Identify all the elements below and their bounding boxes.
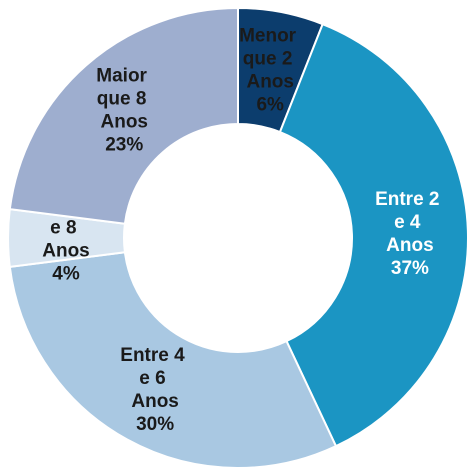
label-line: e 4 (394, 212, 426, 233)
label-line: que 2 (243, 49, 298, 70)
value-label: 4% (52, 264, 80, 285)
label-line: e 8 (50, 218, 82, 239)
label-line: Entre 4 (120, 345, 190, 366)
donut-slice (8, 251, 338, 469)
label-line: Anos (101, 111, 149, 132)
slice-label: Maior que 8 Anos (96, 65, 152, 132)
label-line: Maior (96, 65, 152, 86)
label-line: Anos (131, 391, 179, 412)
value-label: 6% (256, 95, 284, 116)
label-line: Anos (386, 235, 434, 256)
label-line: Menor (239, 26, 301, 47)
slice-label: Menor que 2 Anos (239, 26, 301, 93)
value-label: 37% (391, 258, 429, 279)
label-line: Entre 2 (375, 189, 445, 210)
label-line: e 6 (139, 368, 171, 389)
label-line: Anos (246, 72, 294, 93)
donut-slice (8, 6, 239, 225)
slice-label: Entre 4 e 6 Anos (120, 345, 190, 412)
slice-label: Entre 2 e 4 Anos (375, 189, 445, 256)
label-line: Anos (42, 241, 90, 262)
donut-slice (278, 22, 468, 448)
value-label: 30% (136, 414, 174, 435)
value-label: 23% (105, 134, 143, 155)
label-line: que 8 (97, 88, 152, 109)
